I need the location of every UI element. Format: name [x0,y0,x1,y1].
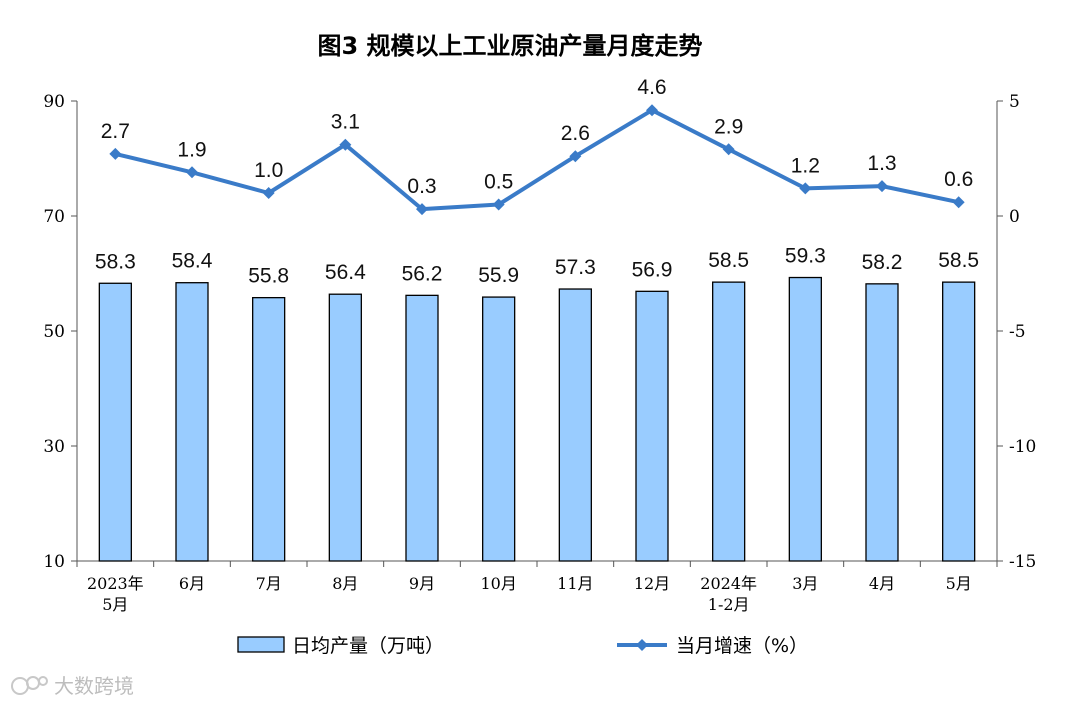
x-tick-label: 6月 [179,574,205,593]
line-data-label: 1.3 [867,152,896,175]
line-marker [109,147,122,160]
line-marker [646,104,658,117]
watermark-text: 大数跨境 [54,674,134,698]
bar-data-label: 58.5 [938,249,979,272]
bar-data-label: 58.5 [708,249,749,272]
line-data-label: 0.5 [484,171,513,194]
x-tick-label: 5月 [946,574,972,593]
bar [405,294,439,562]
growth-line [114,108,960,212]
x-tick-label: 12月 [634,574,670,593]
line-marker [876,180,888,193]
bar-data-label: 55.8 [248,265,289,288]
line-marker [262,187,275,199]
x-tick-label: 2023年 [87,574,144,593]
line-marker [952,196,965,209]
x-tick-label: 11月 [557,574,593,593]
bar-data-label: 58.4 [172,250,213,273]
bar-data-label: 56.4 [325,261,366,284]
line-marker [722,143,735,156]
bar-series: 58.3 58.4 55.8 56.4 56.2 55.9 57.3 56.9 58.5 59.3… [95,245,979,562]
bar [328,293,362,562]
x-tick-label: 7月 [256,574,282,593]
bar-data-label: 56.2 [402,262,443,285]
bar [175,282,209,562]
x-tick-label: 1-2月 [708,595,750,614]
axes: 10 30 50 70 90 -15 -10 -5 0 5 2023年 5月 6月 7月 8月 9月 10月 11… [43,92,1036,614]
line-data-label: 2.6 [561,122,590,145]
legend: 日均产量（万吨） 当月增速（%） [237,635,808,657]
line-data-label: 1.0 [254,159,283,182]
y-right-tick-label: -15 [1009,552,1036,572]
x-tick-label: 3月 [792,574,818,593]
bar-data-label: 57.3 [555,256,596,279]
chart-title: 图3 规模以上工业原油产量月度走势 [317,32,702,60]
legend-bar-swatch [237,636,285,653]
y-left-tick-label: 50 [43,322,65,342]
bar [482,296,516,562]
y-left-tick-label: 70 [43,207,65,227]
watermark-logo-icon [11,676,48,695]
line-data-label: 0.6 [944,168,973,191]
bar [98,282,132,562]
watermark: 大数跨境 [11,674,134,698]
bar-data-label: 58.2 [862,251,903,274]
x-tick-label: 9月 [409,574,435,593]
bar [865,283,899,562]
x-tick-label: 8月 [332,574,358,593]
line-data-label: 1.2 [791,154,820,177]
y-right-tick-label: 0 [1009,207,1020,227]
bar [252,296,286,562]
bar-data-label: 59.3 [785,245,826,268]
bar [558,288,592,562]
y-right-tick-label: 5 [1009,92,1020,112]
line-data-label: 2.7 [101,120,130,143]
bar-data-label: 55.9 [478,264,519,287]
legend-line-label: 当月增速（%） [676,635,808,657]
y-right-tick-label: -5 [1009,322,1026,342]
bar [712,281,746,562]
y-left-tick-label: 10 [43,552,65,572]
x-tick-label: 10月 [480,574,516,593]
y-left-tick-label: 30 [43,437,65,457]
legend-bar-label: 日均产量（万吨） [292,635,444,657]
legend-line-marker [636,639,648,651]
line-data-label: 2.9 [714,115,743,138]
x-tick-label: 4月 [869,574,895,593]
line-data-label: 1.9 [177,138,206,161]
line-marker [416,203,428,216]
y-left-tick-label: 90 [43,92,65,112]
line-marker [569,150,582,163]
x-tick-label: 5月 [102,595,128,614]
bar-data-label: 58.3 [95,250,136,273]
line-marker [492,198,505,211]
line-marker [339,138,352,151]
bar [942,281,976,562]
x-tick-label: 2024年 [700,574,757,593]
line-data-label: 4.6 [637,76,666,99]
bar [788,276,822,562]
bar [635,290,669,562]
line-data-label: 0.3 [407,175,436,198]
line-series: 2.7 1.9 1.0 3.1 0.3 0.5 2.6 4.6 2.9 1.2 1.3 0.6 [101,76,973,216]
line-data-label: 3.1 [331,111,360,134]
y-right-tick-label: -10 [1009,437,1036,457]
bar-data-label: 56.9 [632,258,673,281]
line-marker [186,166,198,179]
line-marker [799,182,812,195]
